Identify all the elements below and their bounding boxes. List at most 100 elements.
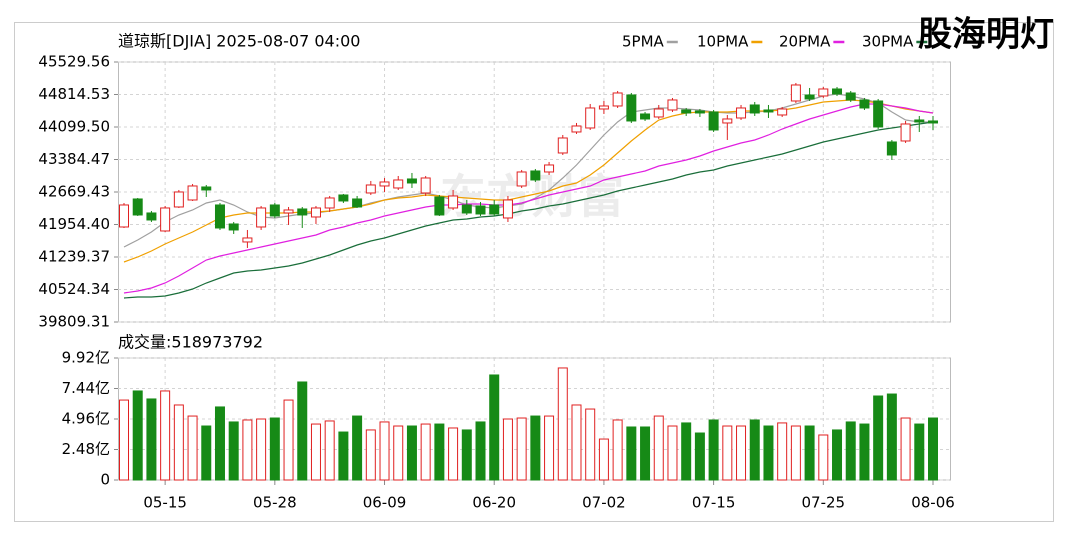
volume-bar: [571, 404, 582, 481]
y-tick-label: 9.92亿: [62, 349, 110, 367]
volume-bar: [434, 423, 445, 481]
candle-body: [886, 141, 897, 156]
candle-body: [681, 109, 692, 114]
candle-body: [873, 100, 884, 128]
candle-body: [763, 109, 774, 113]
x-tick-label: 06-09: [363, 494, 407, 512]
volume-bar: [310, 423, 321, 481]
y-tick-label: 40524.34: [38, 280, 110, 298]
volume-bar: [187, 415, 198, 481]
candle-body: [256, 207, 267, 228]
volume-bar: [338, 431, 349, 481]
volume-bar: [530, 415, 541, 481]
volume-bar: [544, 415, 555, 481]
foreground-layer: 45529.56 44814.53 44099.50 43384.47 42669.43…: [38, 33, 954, 512]
volume-bar: [804, 425, 815, 481]
candle-body: [146, 212, 157, 221]
volume-bar: [201, 425, 212, 481]
volume-bar: [900, 417, 911, 481]
volume-bar: [818, 434, 829, 481]
volume-bar: [749, 419, 760, 481]
legend-label: 20PMA: [779, 33, 831, 51]
volume-bar: [694, 432, 705, 481]
y-tick-label: 39809.31: [38, 313, 110, 331]
candle-body: [228, 223, 239, 231]
y-tick-label: 44814.53: [38, 85, 110, 103]
candle-body: [914, 119, 925, 123]
volume-bar: [516, 417, 527, 481]
volume-bar: [845, 421, 856, 481]
candle-body: [585, 107, 596, 129]
y-tick-label: 44099.50: [38, 117, 110, 135]
volume-bar: [667, 425, 678, 481]
volume-bar: [324, 420, 335, 481]
x-tick-label: 07-02: [582, 494, 626, 512]
candle-body: [283, 209, 294, 214]
y-tick-label: 42669.43: [38, 183, 110, 201]
x-tick-label: 06-20: [472, 494, 516, 512]
candle-body: [310, 207, 321, 218]
candle-body: [461, 204, 472, 214]
volume-bar: [626, 426, 637, 481]
candle-body: [777, 108, 788, 116]
candle-body: [749, 104, 760, 114]
volume-bar: [365, 429, 376, 481]
volume-bar: [146, 398, 157, 481]
volume-bar: [777, 422, 788, 481]
candle-body: [722, 118, 733, 124]
candle-body: [173, 191, 184, 208]
volume-bar: [269, 417, 280, 481]
volume-bar: [640, 426, 651, 481]
legend-label: 5PMA: [622, 33, 665, 51]
candle-body: [804, 94, 815, 100]
volume-bar: [708, 419, 719, 481]
candle-body: [379, 181, 390, 187]
candle-body: [352, 198, 363, 208]
volume-bar: [736, 425, 747, 481]
volume-bar: [585, 408, 596, 481]
y-tick-label: 4.96亿: [62, 410, 110, 428]
candle-body: [393, 179, 404, 189]
candle-body: [269, 204, 280, 217]
candle-body: [571, 125, 582, 133]
volume-bar: [242, 419, 253, 481]
volume-bar: [928, 417, 938, 481]
volume-bar: [914, 423, 925, 481]
candle-body: [626, 94, 637, 122]
candle-body: [338, 194, 349, 202]
ma-line: [123, 121, 934, 299]
volume-bar: [406, 425, 417, 481]
candle-body: [612, 92, 623, 107]
volume-bar: [283, 399, 294, 481]
y-tick-label: 45529.56: [38, 53, 110, 71]
volume-bar: [653, 415, 664, 481]
volume-bar: [420, 423, 431, 481]
candle-body: [530, 170, 541, 181]
x-tick-label: 05-28: [253, 494, 297, 512]
volume-bar: [173, 404, 184, 481]
volume-bar: [832, 429, 843, 481]
y-tick-label: 41954.40: [38, 215, 110, 233]
volume-bar: [256, 418, 267, 481]
candle-body: [900, 123, 911, 142]
candle-body: [214, 204, 225, 229]
volume-bar: [790, 425, 801, 481]
candle-body: [818, 88, 829, 97]
volume-title: 成交量:518973792: [118, 333, 263, 352]
candle-body: [489, 204, 500, 215]
y-tick-label: 7.44亿: [62, 379, 110, 397]
x-tick-label: 07-15: [692, 494, 736, 512]
background-layer: [114, 61, 951, 485]
chart-title: 道琼斯[DJIA] 2025-08-07 04:00: [118, 32, 360, 51]
candle-body: [502, 199, 513, 219]
volume-bar: [502, 418, 513, 481]
candle-body: [160, 207, 171, 232]
volume-bar: [379, 421, 390, 481]
candle-body: [201, 186, 212, 191]
volume-bar: [461, 429, 472, 481]
candle-body: [928, 120, 938, 124]
candle-body: [475, 205, 486, 215]
volume-bar: [612, 419, 623, 481]
volume-bar: [859, 423, 870, 481]
